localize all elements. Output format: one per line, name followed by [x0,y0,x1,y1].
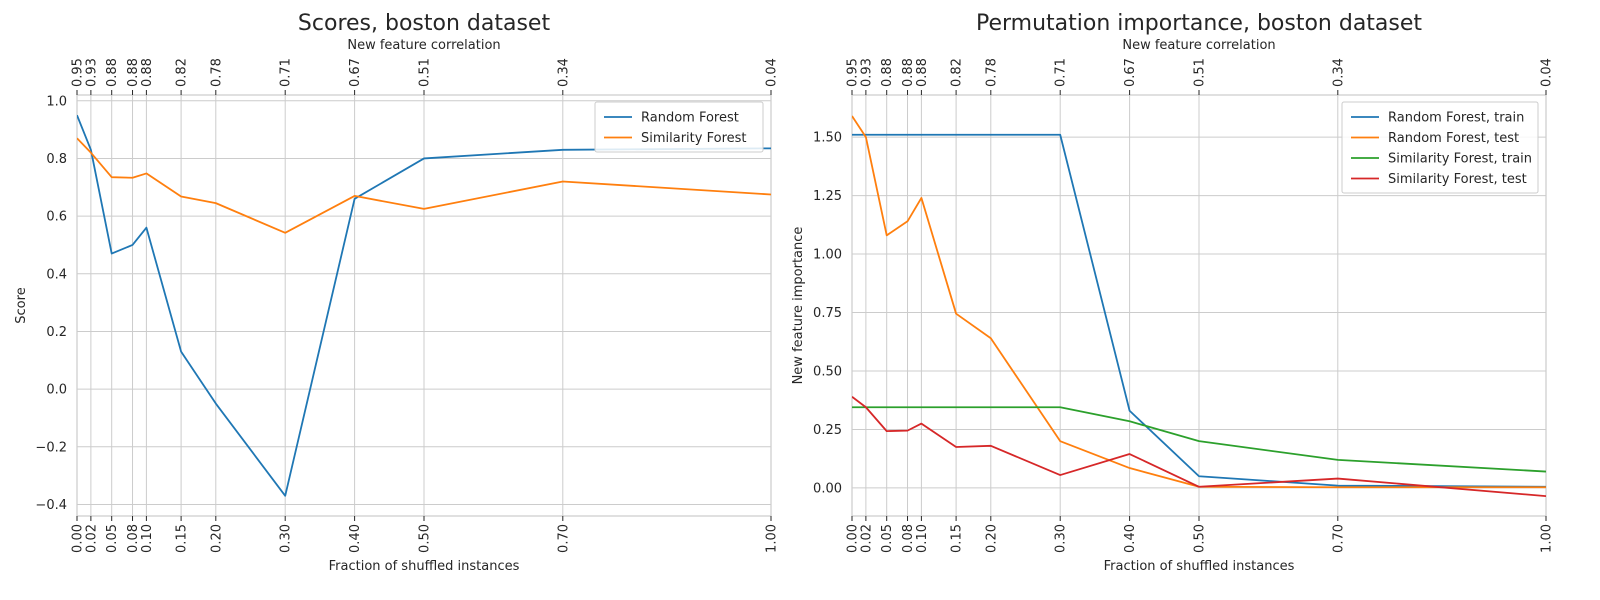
top-tick-label: 0.88 [915,58,930,87]
chart-title: Permutation importance, boston dataset [976,11,1422,36]
y-tick-label: −0.4 [35,498,67,513]
y-tick-label: 0.75 [813,306,842,321]
series-line [852,115,1546,489]
top-tick-label: 0.34 [1331,58,1346,87]
legend-label: Similarity Forest, train [1388,152,1532,167]
top-tick-label: 0.88 [901,58,916,87]
top-tick-label: 0.71 [1054,58,1069,87]
top-tick-label: 0.88 [140,58,155,87]
legend-label: Similarity Forest, test [1388,172,1527,187]
chart-title: Scores, boston dataset [298,11,551,36]
x-tick-label: 0.15 [175,524,190,553]
legend-box [1341,101,1539,194]
x-tick-label: 0.05 [105,524,120,553]
x-tick-label: 0.70 [556,524,571,553]
chart-permutation-importance: Permutation importance, boston dataset Ne… [791,11,1555,574]
x-tick-label: 0.08 [901,524,916,553]
x-tick-label: 1.00 [1540,524,1555,553]
top-tick-label: 0.78 [209,58,224,87]
top-tick-label: 0.93 [859,58,874,87]
y-tick-label: 0.2 [46,325,67,340]
top-tick-label: 0.93 [84,58,99,87]
y-tick-label: 0.50 [813,364,842,379]
y-tick-label: 0.25 [813,423,842,438]
top-axis-label: New feature correlation [347,38,500,53]
legend-box [594,101,764,153]
series-line [77,114,771,497]
top-tick-label: 0.78 [984,58,999,87]
y-axis-label: New feature importance [791,227,806,385]
y-tick-label: 0.4 [46,267,67,282]
x-axis-label: Fraction of shuffled instances [329,559,520,574]
top-tick-label: 0.88 [105,58,120,87]
y-tick-label: 1.0 [46,94,67,109]
series-line [77,137,771,234]
y-tick-label: 1.25 [813,189,842,204]
top-tick-label: 0.88 [880,58,895,87]
top-tick-label: 0.04 [765,58,780,87]
x-tick-label: 0.02 [84,524,99,553]
x-tick-label: 0.10 [915,524,930,553]
legend-label: Similarity Forest [641,131,747,146]
top-tick-label: 0.51 [418,58,433,87]
top-tick-label: 0.04 [1540,58,1555,87]
x-tick-label: 0.30 [1054,524,1069,553]
series-line [852,396,1546,498]
x-tick-label: 0.15 [950,524,965,553]
y-axis-label: Score [14,287,29,323]
x-tick-label: 0.40 [348,524,363,553]
top-tick-label: 0.51 [1193,58,1208,87]
legend-label: Random Forest, test [1388,131,1519,146]
x-tick-label: 1.00 [765,524,780,553]
top-tick-label: 0.67 [1123,58,1138,87]
x-tick-label: 0.70 [1331,524,1346,553]
x-tick-label: 0.50 [1193,524,1208,553]
series-line [852,406,1546,473]
top-tick-label: 0.82 [950,58,965,87]
top-tick-label: 0.82 [175,58,190,87]
x-tick-label: 0.00 [846,524,861,553]
legend-label: Random Forest [641,111,739,126]
x-tick-label: 0.00 [71,524,86,553]
top-tick-label: 0.95 [71,58,86,87]
y-tick-label: −0.2 [35,440,67,455]
y-tick-label: 0.6 [46,210,67,225]
top-tick-label: 0.95 [846,58,861,87]
x-axis-label: Fraction of shuffled instances [1104,559,1295,574]
y-tick-label: 1.00 [813,248,842,263]
y-tick-label: 0.00 [813,481,842,496]
x-tick-label: 0.20 [209,524,224,553]
x-tick-label: 0.30 [279,524,294,553]
x-tick-label: 0.02 [859,524,874,553]
series-line [852,133,1546,488]
x-tick-label: 0.10 [140,524,155,553]
top-tick-label: 0.71 [279,58,294,87]
x-tick-label: 0.50 [418,524,433,553]
x-tick-label: 0.20 [984,524,999,553]
top-axis-label: New feature correlation [1122,38,1275,53]
top-tick-label: 0.34 [556,58,571,87]
y-tick-label: 0.8 [46,152,67,167]
y-tick-label: 0.0 [46,383,67,398]
x-tick-label: 0.05 [880,524,895,553]
top-tick-label: 0.88 [126,58,141,87]
top-tick-label: 0.67 [348,58,363,87]
chart-scores: Scores, boston dataset New feature correl… [14,11,780,574]
x-tick-label: 0.08 [126,524,141,553]
legend-label: Random Forest, train [1388,111,1524,126]
x-tick-label: 0.40 [1123,524,1138,553]
y-tick-label: 1.50 [813,131,842,146]
